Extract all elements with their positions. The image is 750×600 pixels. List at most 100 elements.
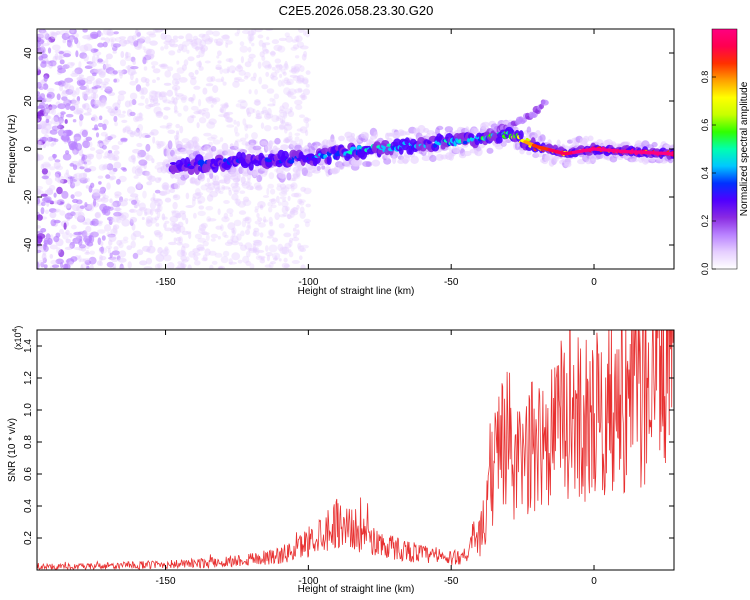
noise-blob <box>82 104 86 110</box>
noise-blob <box>93 198 97 207</box>
noise-blob <box>113 78 117 83</box>
noise-blob <box>123 236 129 241</box>
noise-blob <box>274 212 280 221</box>
noise-blob <box>299 211 306 219</box>
noise-blob <box>113 150 120 155</box>
noise-blob <box>85 136 93 141</box>
noise-blob <box>130 66 139 70</box>
noise-blob <box>100 197 109 203</box>
noise-blob <box>197 109 207 115</box>
noise-blob <box>111 202 118 208</box>
noise-blob <box>282 71 287 76</box>
noise-blob <box>44 209 49 214</box>
noise-blob <box>205 83 214 87</box>
noise-blob <box>50 143 55 147</box>
noise-blob <box>288 251 294 258</box>
noise-blob <box>140 87 148 95</box>
noise-blob <box>248 33 254 37</box>
noise-blob <box>170 38 179 43</box>
ridge-halo-blob <box>306 172 313 178</box>
ridge-halo-blob <box>321 165 326 170</box>
noise-blob <box>127 186 136 194</box>
noise-blob <box>82 172 88 178</box>
noise-blob <box>82 230 88 238</box>
spectrogram-y-axis: -40 -20 0 20 40 <box>23 47 674 252</box>
noise-blob <box>145 104 152 110</box>
noise-blob <box>206 194 214 202</box>
noise-blob <box>58 51 65 55</box>
noise-blob <box>202 254 208 261</box>
noise-blob <box>68 261 74 266</box>
noise-blob <box>112 224 120 230</box>
noise-blob <box>278 191 288 197</box>
colorbar-tick-label: 0.6 <box>700 119 710 132</box>
noise-blob <box>127 65 131 73</box>
ridge-halo-blob <box>392 155 397 164</box>
noise-blob <box>136 142 143 148</box>
noise-blob <box>290 208 296 214</box>
y-tick-label: 1.0 <box>23 403 34 417</box>
noise-blob <box>55 232 61 238</box>
noise-blob <box>287 249 292 253</box>
noise-blob <box>101 196 106 201</box>
noise-blob <box>73 133 82 142</box>
noise-blob <box>207 218 217 222</box>
noise-blob <box>119 59 127 67</box>
ridge-mid-blob <box>169 162 177 165</box>
noise-blob <box>204 38 213 45</box>
noise-blob <box>261 84 269 90</box>
noise-blob <box>133 40 139 47</box>
noise-blob <box>83 43 93 51</box>
noise-blob <box>107 247 111 254</box>
noise-blob <box>58 249 65 258</box>
noise-blob <box>49 129 58 135</box>
upper-branch-blob <box>541 99 549 106</box>
ridge-halo-blob <box>301 167 309 177</box>
noise-blob <box>172 222 178 228</box>
noise-blob <box>79 205 85 209</box>
noise-blob <box>215 187 220 192</box>
noise-blob <box>77 215 84 223</box>
noise-blob <box>62 64 70 69</box>
noise-blob <box>115 206 121 212</box>
noise-blob <box>294 136 300 143</box>
noise-blob <box>248 89 252 95</box>
noise-blob <box>231 227 235 234</box>
ridge-halo-blob <box>371 159 381 167</box>
colorbar-ticks: 0.0 0.2 0.4 0.6 0.8 <box>700 71 716 275</box>
noise-blob <box>242 199 252 207</box>
noise-blob <box>141 245 151 252</box>
noise-blob <box>199 39 207 48</box>
noise-blob <box>196 246 206 252</box>
noise-blob <box>150 197 156 203</box>
ridge-halo-blob <box>238 166 244 175</box>
ridge-halo-blob <box>268 140 273 149</box>
noise-blob <box>131 199 137 205</box>
noise-blob <box>69 85 75 93</box>
x-tick-label: -100 <box>298 576 318 587</box>
noise-blob <box>248 53 256 59</box>
noise-blob <box>130 240 136 249</box>
noise-blob <box>84 251 91 255</box>
noise-blob <box>174 87 178 95</box>
noise-blob <box>267 63 272 69</box>
noise-blob <box>96 68 103 75</box>
noise-blob <box>221 186 231 190</box>
noise-blob <box>272 98 276 106</box>
noise-blob <box>173 237 177 243</box>
noise-blob <box>268 244 278 253</box>
noise-blob <box>48 208 57 213</box>
noise-blob <box>201 257 208 262</box>
noise-blob <box>254 247 260 256</box>
noise-blob <box>50 219 57 227</box>
noise-blob <box>69 233 73 238</box>
noise-blob <box>278 109 284 114</box>
noise-blob <box>214 38 218 44</box>
noise-blob <box>132 252 139 259</box>
noise-blob <box>146 181 153 186</box>
ridge-halo-blob <box>187 140 195 149</box>
ridge-halo-blob <box>328 138 337 147</box>
noise-blob <box>52 210 60 213</box>
noise-blob <box>263 219 269 223</box>
noise-blob <box>179 210 186 215</box>
